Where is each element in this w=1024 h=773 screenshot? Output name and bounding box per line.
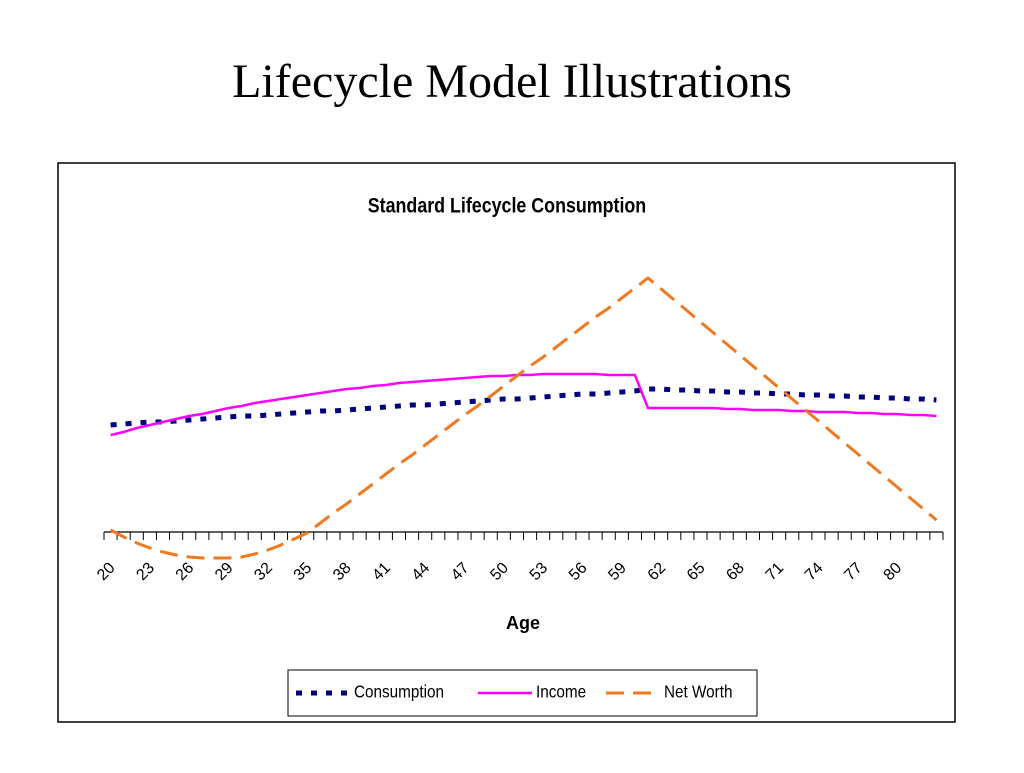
legend-label: Net Worth [664,682,733,702]
slide-title: Lifecycle Model Illustrations [232,55,792,108]
legend-label: Consumption [354,682,444,702]
line-0 [110,386,937,428]
line-2 [109,276,938,560]
x-axis-label: Age [506,613,540,633]
chart-frame [57,162,956,723]
chart-title: Standard Lifecycle Consumption [368,194,646,218]
line-1 [110,372,937,437]
legend-label: Income [536,682,586,702]
